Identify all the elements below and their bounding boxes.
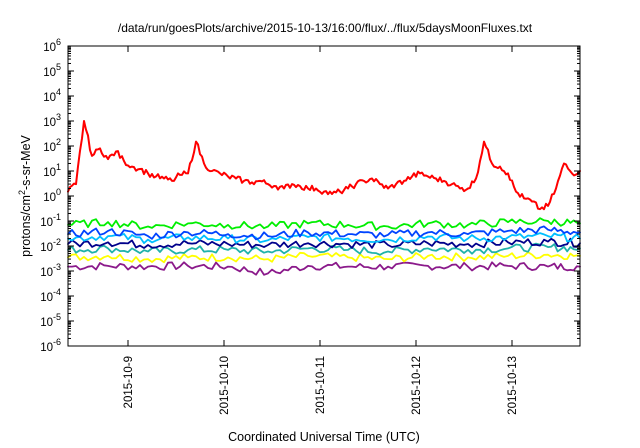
series-line bbox=[67, 217, 581, 231]
y-tick-label: 10-5 bbox=[40, 312, 61, 329]
x-tick-label: 2015-10-9 bbox=[123, 356, 135, 408]
x-axis: 2015-10-9 2015-10-10 2015-10-11 2015-10-12 2… bbox=[123, 46, 519, 415]
y-tick-label: 10-2 bbox=[40, 237, 61, 254]
y-tick-label-base: 10 bbox=[40, 317, 53, 329]
y-tick-label-base: 10 bbox=[43, 117, 56, 129]
series-line bbox=[67, 251, 581, 264]
y-tick-label: 106 bbox=[43, 37, 61, 54]
y-tick-label: 104 bbox=[43, 87, 61, 104]
y-tick-label-exp: -3 bbox=[53, 262, 61, 272]
y-tick-label-base: 10 bbox=[40, 292, 53, 304]
y-tick-label-base: 10 bbox=[40, 242, 53, 254]
y-tick-label-exp: -2 bbox=[53, 237, 61, 247]
y-axis-label: protons/cm2-s-sr-MeV bbox=[17, 134, 33, 256]
series-line bbox=[67, 242, 581, 256]
chart-title: /data/run/goesPlots/archive/2015-10-13/1… bbox=[118, 21, 533, 35]
series-line bbox=[67, 261, 581, 276]
y-tick-label-base: 10 bbox=[43, 167, 56, 179]
y-tick-label-exp: -1 bbox=[53, 212, 61, 222]
y-tick-label-base: 10 bbox=[43, 42, 56, 54]
y-tick-label-base: 10 bbox=[40, 217, 53, 229]
y-tick-label-base: 10 bbox=[40, 267, 53, 279]
plot-frame bbox=[67, 45, 581, 347]
series-line bbox=[67, 225, 581, 241]
y-tick-label-exp: 4 bbox=[56, 87, 61, 97]
y-tick-label-exp: 2 bbox=[56, 137, 61, 147]
y-axis-label-sup: 2 bbox=[17, 190, 27, 195]
y-tick-label-exp: 0 bbox=[56, 187, 61, 197]
x-tick-label: 2015-10-12 bbox=[411, 356, 423, 415]
y-tick-label-exp: 5 bbox=[56, 62, 61, 72]
y-axis: 10-610-510-410-310-210-11001011021031041… bbox=[40, 37, 580, 354]
y-tick-label-exp: -5 bbox=[53, 312, 61, 322]
series-line bbox=[67, 237, 581, 249]
y-axis-label-rest: -s-sr-MeV bbox=[19, 134, 33, 190]
y-tick-label: 10-3 bbox=[40, 262, 61, 279]
y-tick-label-base: 10 bbox=[43, 92, 56, 104]
y-tick-label: 101 bbox=[43, 162, 61, 179]
y-tick-label: 105 bbox=[43, 62, 61, 79]
x-tick-label: 2015-10-13 bbox=[507, 356, 519, 415]
x-tick-label: 2015-10-10 bbox=[219, 356, 231, 415]
y-tick-label-exp: 3 bbox=[56, 112, 61, 122]
y-tick-label-base: 10 bbox=[43, 192, 56, 204]
series-line bbox=[67, 232, 581, 245]
y-tick-label: 100 bbox=[43, 187, 61, 204]
y-tick-label: 10-4 bbox=[40, 287, 61, 304]
y-tick-label-exp: -6 bbox=[53, 337, 61, 347]
y-tick-label: 102 bbox=[43, 137, 61, 154]
y-axis-label-base: protons/cm bbox=[19, 195, 33, 257]
y-tick-label-exp: 1 bbox=[56, 162, 61, 172]
y-tick-label-base: 10 bbox=[43, 142, 56, 154]
series-group bbox=[67, 120, 581, 276]
y-tick-label: 10-1 bbox=[40, 212, 61, 229]
y-tick-label: 103 bbox=[43, 112, 61, 129]
x-tick-label: 2015-10-11 bbox=[315, 356, 327, 414]
x-axis-label: Coordinated Universal Time (UTC) bbox=[228, 430, 420, 444]
series-line bbox=[67, 120, 581, 211]
y-tick-label-base: 10 bbox=[40, 342, 53, 354]
y-tick-label-exp: 6 bbox=[56, 37, 61, 47]
y-tick-label-exp: -4 bbox=[53, 287, 61, 297]
y-tick-label: 10-6 bbox=[40, 337, 61, 354]
y-tick-label-base: 10 bbox=[43, 67, 56, 79]
